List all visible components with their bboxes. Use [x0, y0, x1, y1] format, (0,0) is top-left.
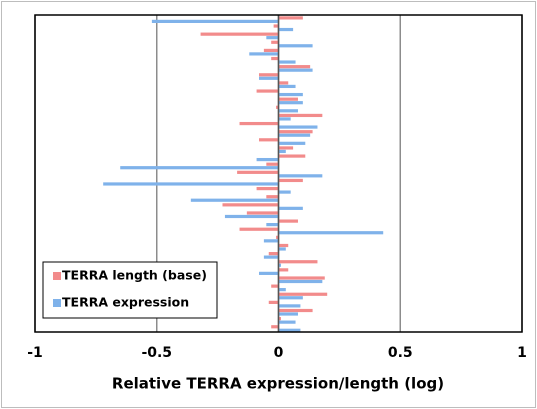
- bar: [278, 60, 296, 64]
- bar: [222, 203, 279, 207]
- bar: [278, 109, 298, 113]
- bar: [278, 260, 318, 264]
- bar: [278, 219, 298, 223]
- x-tick-label: -0.5: [141, 345, 172, 361]
- bar: [239, 121, 279, 126]
- bar: [271, 56, 279, 61]
- bar: [237, 170, 279, 174]
- x-tick-label: -1: [27, 345, 43, 361]
- legend-swatch: [53, 272, 61, 280]
- bar: [278, 81, 289, 85]
- bar: [278, 328, 301, 332]
- bar: [278, 190, 291, 194]
- legend-label: TERRA expression: [62, 295, 189, 310]
- bar: [278, 288, 286, 292]
- bar: [278, 130, 313, 134]
- bar: [263, 48, 279, 53]
- bar: [266, 162, 279, 166]
- bar: [271, 284, 279, 288]
- bar: [259, 271, 279, 275]
- bar: [239, 227, 279, 231]
- x-tick-label: 0.5: [388, 345, 413, 361]
- bar: [278, 97, 298, 101]
- bar: [278, 154, 306, 158]
- bar: [190, 198, 279, 202]
- bar: [278, 117, 291, 121]
- bar: [278, 206, 303, 210]
- bar: [278, 84, 296, 89]
- legend-swatch: [53, 299, 61, 307]
- bar: [278, 320, 296, 324]
- bar: [278, 268, 289, 272]
- bar: [266, 36, 279, 40]
- bar: [278, 231, 384, 235]
- bar: [278, 27, 294, 32]
- bar: [278, 317, 281, 321]
- bar: [278, 68, 313, 72]
- bar: [278, 101, 303, 105]
- bar: [278, 312, 298, 316]
- bar: [271, 325, 279, 329]
- bar: [263, 239, 279, 243]
- bar: [259, 76, 279, 80]
- x-axis-title: Relative TERRA expression/length (log): [112, 375, 444, 393]
- bar: [200, 32, 279, 36]
- bar: [266, 223, 279, 227]
- bar: [278, 113, 323, 118]
- bar: [263, 255, 279, 259]
- bar: [278, 92, 303, 97]
- bar: [259, 73, 279, 77]
- bar: [271, 40, 279, 44]
- bar: [224, 214, 279, 219]
- bar: [278, 178, 303, 183]
- bar: [278, 16, 303, 20]
- bar: [278, 304, 301, 308]
- bar: [278, 44, 313, 48]
- bar: [278, 247, 286, 251]
- x-tick-label: 1: [517, 345, 527, 361]
- bar: [278, 133, 311, 137]
- bar: [256, 89, 279, 93]
- bar: [278, 146, 294, 150]
- bar: [246, 211, 279, 215]
- bar: [273, 24, 279, 28]
- bar: [151, 19, 279, 23]
- bar: [120, 166, 279, 170]
- bar: [278, 292, 328, 296]
- bar: [278, 263, 281, 267]
- bar: [266, 195, 279, 199]
- bar: [276, 235, 279, 239]
- bar: [268, 300, 279, 304]
- bar: [278, 141, 306, 145]
- bar: [256, 157, 279, 162]
- bar: [276, 105, 279, 109]
- legend-label: TERRA length (base): [62, 268, 207, 283]
- bar: [256, 186, 279, 191]
- bar: [278, 279, 323, 284]
- bar: [259, 138, 279, 142]
- bar: [278, 149, 286, 154]
- bar: [278, 296, 303, 300]
- bar: [278, 125, 318, 129]
- bar: [278, 65, 311, 69]
- plot-border: [34, 14, 523, 333]
- bar: [249, 52, 279, 56]
- legend-box: [42, 261, 218, 319]
- bar: [278, 308, 313, 313]
- bar: [103, 182, 279, 186]
- bar: [278, 276, 325, 280]
- bar: [278, 243, 289, 248]
- bar: [268, 252, 279, 256]
- bar: [278, 174, 323, 178]
- x-tick-label: 0: [274, 345, 284, 361]
